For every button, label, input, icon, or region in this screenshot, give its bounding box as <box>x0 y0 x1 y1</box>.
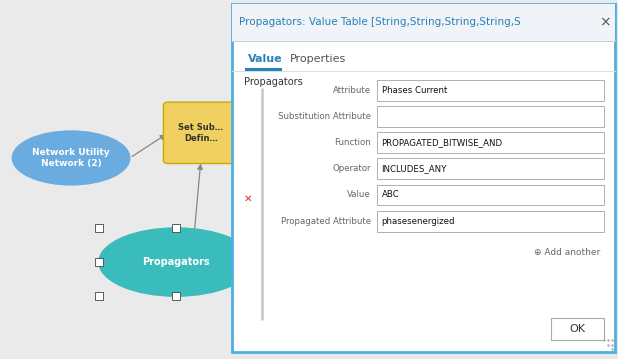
FancyBboxPatch shape <box>377 132 604 153</box>
FancyBboxPatch shape <box>232 4 615 352</box>
Bar <box>243 224 251 232</box>
Text: Set Sub…
Defin…: Set Sub… Defin… <box>178 123 224 143</box>
Text: Propagators: Value Table [String,String,String,String,S: Propagators: Value Table [String,String,… <box>239 18 521 27</box>
Ellipse shape <box>99 228 253 296</box>
Text: Propagated Attribute: Propagated Attribute <box>281 216 371 226</box>
Bar <box>172 224 180 232</box>
Text: Attribute: Attribute <box>333 85 371 95</box>
Bar <box>243 258 251 266</box>
Ellipse shape <box>12 131 130 185</box>
Text: Propagators: Propagators <box>142 257 210 267</box>
Text: OK: OK <box>570 324 585 334</box>
FancyBboxPatch shape <box>377 185 604 205</box>
Bar <box>95 224 103 232</box>
Text: Function: Function <box>334 138 371 147</box>
Text: Substitution Attribute: Substitution Attribute <box>278 112 371 121</box>
FancyBboxPatch shape <box>377 106 604 127</box>
Bar <box>95 292 103 300</box>
FancyBboxPatch shape <box>377 211 604 232</box>
Text: Value: Value <box>247 53 282 64</box>
FancyBboxPatch shape <box>377 158 604 179</box>
Text: PROPAGATED_BITWISE_AND: PROPAGATED_BITWISE_AND <box>381 138 502 147</box>
Text: INCLUDES_ANY: INCLUDES_ANY <box>381 164 447 173</box>
Bar <box>95 258 103 266</box>
Text: phasesenergized: phasesenergized <box>381 216 455 226</box>
Text: Properties: Properties <box>289 53 345 64</box>
Text: Operator: Operator <box>332 164 371 173</box>
Text: Propagators: Propagators <box>244 77 303 87</box>
Text: ABC: ABC <box>381 190 399 200</box>
Text: ⊕ Add another: ⊕ Add another <box>535 248 601 257</box>
Text: Value: Value <box>347 190 371 200</box>
FancyBboxPatch shape <box>163 102 239 164</box>
Text: ×: × <box>599 15 611 29</box>
FancyBboxPatch shape <box>551 318 604 340</box>
Text: Network Utility
Network (2): Network Utility Network (2) <box>32 148 110 168</box>
Text: Phases Current: Phases Current <box>381 85 447 95</box>
FancyBboxPatch shape <box>232 4 615 41</box>
FancyBboxPatch shape <box>377 80 604 101</box>
Bar <box>172 292 180 300</box>
Text: ✕: ✕ <box>243 194 252 203</box>
Bar <box>243 292 251 300</box>
